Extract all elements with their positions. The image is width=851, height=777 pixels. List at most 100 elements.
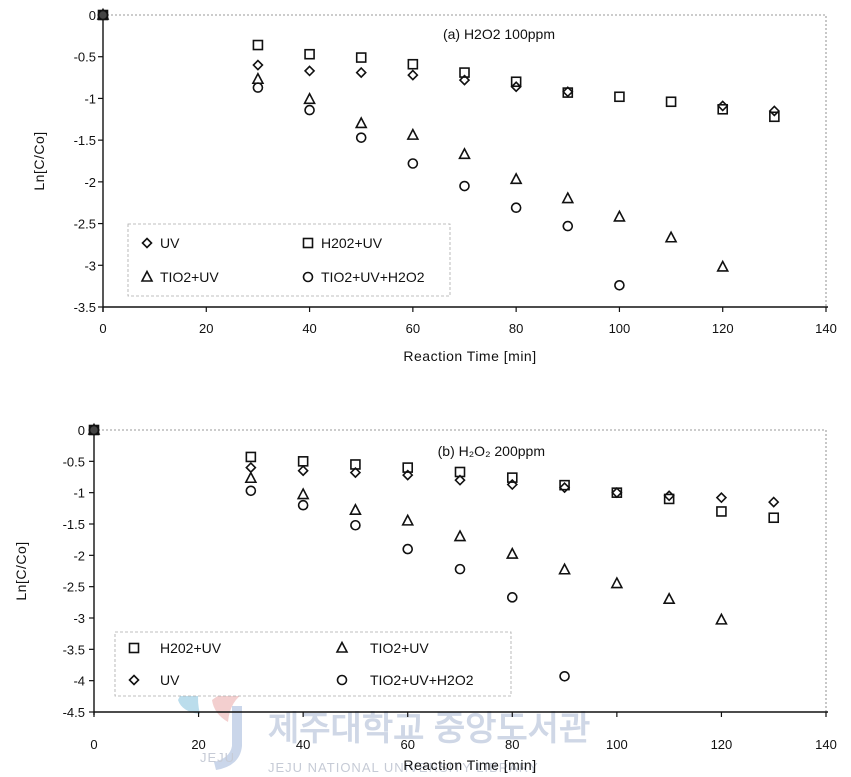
data-point-h202-uv	[614, 91, 625, 103]
data-point-uv	[717, 100, 729, 112]
data-point-h202-uv	[717, 103, 729, 115]
legend-label-h202-uv: H202+UV	[321, 235, 383, 251]
data-point-tio2-uv	[251, 72, 265, 85]
data-point-tio2-uv	[509, 172, 523, 185]
legend-label-uv: UV	[160, 672, 180, 688]
chart-panel-b: (b) H₂O₂ 200ppm Reaction Time [min] Ln[C…	[13, 422, 837, 773]
x-tick-label: 40	[296, 737, 310, 752]
chart-title-a: (a) H2O2 100ppm	[443, 26, 555, 42]
x-tick-label: 80	[505, 737, 519, 752]
x-tick-label: 80	[509, 321, 523, 336]
data-point-uv	[407, 69, 419, 81]
data-point-tio2-uv-h2o2	[297, 499, 309, 511]
data-point-uv	[768, 496, 780, 508]
legend-label-tio2-uv-h2o2: TIO2+UV+H2O2	[321, 269, 425, 285]
x-tick-label: 20	[199, 321, 213, 336]
legend-marker-h202-uv	[128, 642, 140, 654]
data-point-h202-uv	[562, 87, 574, 98]
chart-panel-a: (a) H2O2 100ppm Reaction Time [min] Ln[C…	[31, 7, 837, 364]
data-point-h202-uv	[402, 462, 414, 473]
data-point-tio2-uv-h2o2	[355, 132, 367, 143]
data-point-tio2-uv	[244, 471, 258, 484]
data-point-uv	[510, 81, 522, 93]
y-tick-label: -1	[73, 486, 85, 501]
data-point-tio2-uv	[406, 127, 420, 140]
data-point-h202-uv	[459, 67, 470, 78]
legend-label-tio2-uv-h2o2: TIO2+UV+H2O2	[370, 672, 474, 688]
data-point-tio2-uv-h2o2	[97, 9, 109, 21]
y-tick-label: -2.5	[74, 217, 96, 232]
logo-text: JEJU	[200, 750, 235, 765]
data-point-h202-uv	[355, 52, 367, 63]
data-point-tio2-uv	[561, 191, 575, 204]
data-point-uv	[349, 466, 362, 479]
x-tick-label: 140	[815, 321, 837, 336]
legend-marker-h202-uv	[302, 237, 314, 249]
data-point-tio2-uv	[715, 612, 728, 625]
y-tick-label: -1	[84, 91, 96, 106]
y-tick-label: -4.5	[63, 705, 85, 720]
legend-label-tio2-uv: TIO2+UV	[370, 640, 429, 656]
y-tick-label: -1.5	[63, 517, 85, 532]
legend-marker-tio2-uv-h2o2	[336, 674, 348, 686]
x-tick-label: 20	[191, 737, 205, 752]
data-point-tio2-uv	[558, 562, 571, 575]
data-point-h202-uv	[665, 96, 677, 108]
watermark-korean: 제주대학교 중앙도서관	[268, 710, 590, 748]
y-axis-label-b: Ln[C/Co]	[13, 541, 29, 600]
x-tick-label: 100	[609, 321, 631, 336]
data-point-uv	[558, 482, 571, 494]
y-tick-label: -0.5	[74, 50, 96, 65]
y-tick-label: -1.5	[74, 133, 96, 148]
data-point-tio2-uv-h2o2	[562, 220, 574, 232]
data-point-h202-uv	[663, 493, 675, 505]
legend-a	[127, 223, 451, 297]
data-point-uv	[506, 478, 518, 491]
legend-label-h202-uv: H202+UV	[160, 640, 222, 656]
data-point-uv	[715, 492, 728, 504]
data-point-h202-uv	[769, 111, 780, 123]
y-tick-label: -3	[73, 611, 85, 626]
data-point-uv	[611, 487, 623, 499]
data-point-uv	[297, 465, 309, 477]
x-tick-label: 140	[815, 737, 837, 752]
legend-marker-tio2-uv-h2o2	[302, 271, 314, 283]
data-point-h202-uv	[559, 479, 570, 491]
data-point-tio2-uv-h2o2	[350, 519, 361, 531]
data-point-tio2-uv	[453, 529, 467, 542]
data-point-tio2-uv-h2o2	[245, 485, 257, 497]
data-point-h202-uv	[297, 456, 309, 467]
data-point-tio2-uv	[662, 591, 676, 605]
data-point-tio2-uv	[716, 259, 730, 272]
data-point-h202-uv	[611, 487, 623, 498]
chart-title-b: (b) H₂O₂ 200ppm	[438, 443, 545, 459]
legend-marker-uv	[128, 674, 140, 686]
x-tick-label: 40	[302, 321, 316, 336]
data-point-uv	[355, 66, 367, 79]
y-axis-label-a: Ln[C/Co]	[31, 131, 47, 190]
data-point-uv	[245, 461, 257, 474]
y-tick-label: -2	[73, 548, 85, 563]
data-point-uv	[402, 469, 414, 481]
x-tick-label: 0	[99, 321, 106, 336]
y-tick-label: -2	[84, 175, 96, 190]
data-point-tio2-uv	[613, 209, 626, 222]
legend-marker-tio2-uv	[335, 640, 349, 653]
y-tick-label: -2.5	[63, 580, 85, 595]
data-point-tio2-uv-h2o2	[559, 670, 570, 682]
watermark: JEJU 제주대학교 중앙도서관 JEJU NATIONAL UNIVERSIT…	[178, 670, 590, 775]
data-point-tio2-uv-h2o2	[506, 592, 518, 603]
data-point-uv	[663, 490, 675, 502]
data-point-h202-uv	[506, 472, 518, 483]
data-point-tio2-uv	[458, 147, 471, 160]
y-tick-label: -3	[84, 258, 96, 273]
data-point-tio2-uv-h2o2	[402, 543, 414, 555]
data-point-tio2-uv-h2o2	[614, 280, 625, 291]
x-axis-label-b: Reaction Time [min]	[403, 757, 536, 773]
y-tick-label: -3.5	[74, 300, 96, 315]
y-tick-label: -4	[73, 674, 85, 689]
y-tick-label: 0	[89, 8, 96, 23]
x-tick-label: 0	[90, 737, 97, 752]
data-point-tio2-uv-h2o2	[454, 563, 466, 575]
legend-label-uv: UV	[160, 235, 180, 251]
